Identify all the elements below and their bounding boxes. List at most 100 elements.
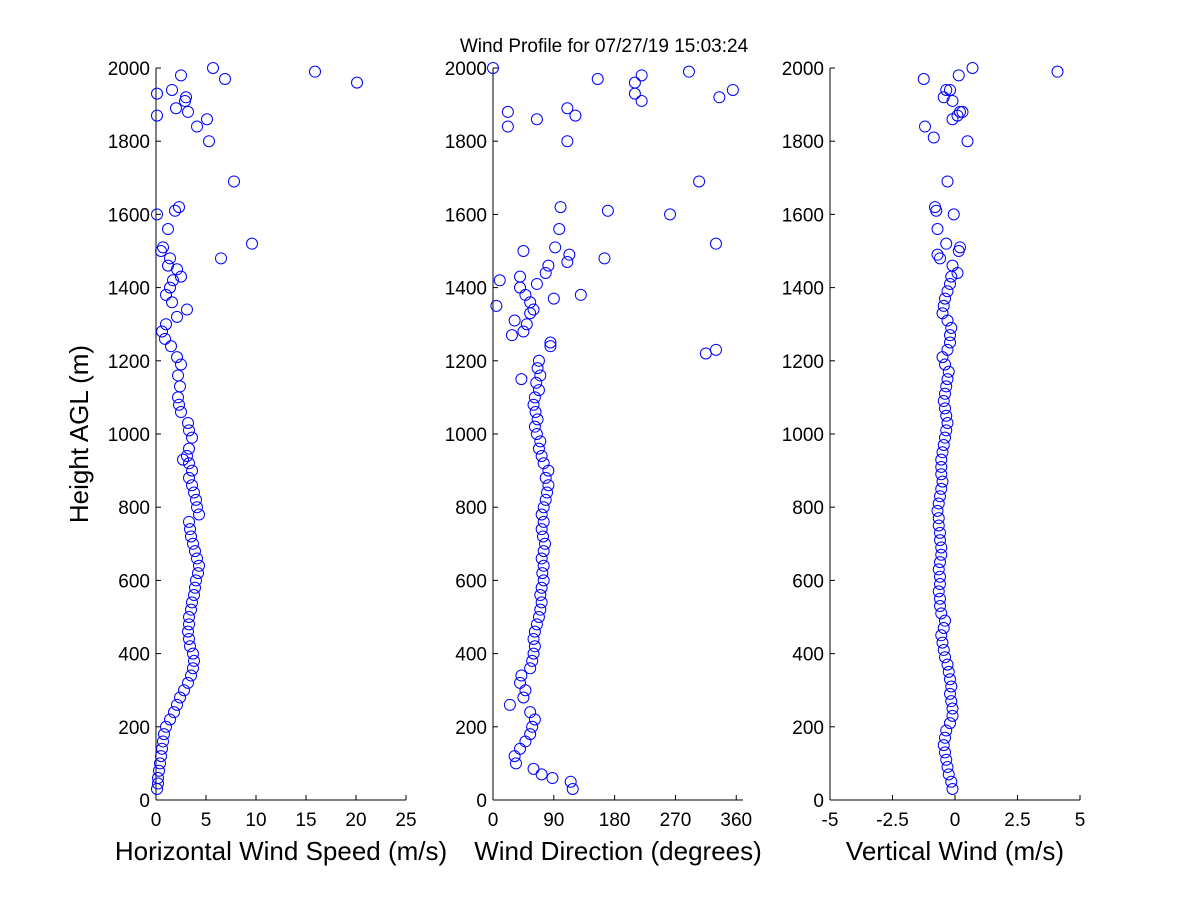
data-point [946, 709, 959, 722]
data-point [932, 497, 945, 510]
data-point [537, 515, 550, 528]
data-point [961, 135, 974, 148]
data-point [936, 636, 949, 649]
data-point [508, 314, 521, 327]
data-point [219, 72, 231, 85]
data-point [182, 417, 194, 430]
data-point [601, 204, 614, 217]
data-point [939, 731, 951, 744]
data-point [179, 94, 191, 107]
data-point [530, 376, 543, 389]
data-point [535, 449, 548, 462]
data-point [937, 621, 950, 634]
x-tick-label: 0 [151, 810, 162, 831]
data-point [174, 691, 186, 704]
data-point [935, 460, 948, 473]
data-point [246, 237, 258, 250]
data-point [709, 343, 722, 356]
data-point [919, 120, 931, 133]
data-point [598, 252, 611, 265]
data-point [151, 109, 163, 122]
data-point [940, 237, 953, 250]
data-point [946, 783, 959, 796]
data-point [532, 611, 545, 623]
data-point [563, 248, 576, 261]
data-point [526, 654, 539, 667]
y-tick-label: 800 [118, 498, 150, 519]
data-point [172, 391, 184, 404]
data-point [531, 362, 544, 375]
data-point [937, 438, 950, 451]
data-point [934, 556, 946, 569]
data-point [931, 504, 944, 517]
data-point [174, 380, 186, 393]
y-tick-label: 2000 [782, 59, 824, 80]
data-point [947, 208, 960, 221]
data-point [182, 625, 194, 638]
data-point [539, 266, 552, 279]
data-point [945, 680, 958, 693]
data-point [490, 299, 503, 312]
data-point [537, 501, 550, 514]
data-point [1051, 65, 1064, 78]
data-point [931, 248, 944, 261]
data-point [514, 281, 527, 294]
data-point [941, 175, 954, 188]
data-point [628, 76, 641, 89]
data-point [183, 471, 195, 484]
y-tick-label: 800 [455, 498, 487, 519]
y-tick-label: 200 [118, 718, 150, 739]
data-point [941, 658, 954, 671]
data-point [941, 417, 954, 430]
data-point [160, 288, 172, 301]
data-point [160, 318, 172, 331]
data-point [153, 764, 165, 777]
x-tick-label: -2.5 [876, 810, 909, 831]
chart-panel-3: -5 -2.5 0 2.5 5 0 200 400 600 800 1000 1200 1400 1600… [782, 59, 1086, 866]
data-point [544, 340, 557, 353]
x-tick-label: 0 [950, 810, 961, 831]
x-axis-title: Horizontal Wind Speed (m/s) [115, 836, 447, 866]
data-point [542, 479, 555, 492]
data-point [936, 307, 949, 320]
data-point [535, 523, 548, 536]
data-point [151, 87, 163, 100]
data-point [566, 783, 579, 796]
y-tick-label: 1000 [782, 425, 824, 446]
data-point [934, 534, 946, 547]
data-point [228, 175, 240, 188]
data-point [529, 406, 542, 419]
data-point [934, 600, 946, 613]
data-point [934, 490, 946, 503]
data-point [952, 69, 965, 82]
data-point [561, 102, 574, 115]
data-point [944, 329, 956, 342]
data-point [181, 449, 193, 462]
data-point [175, 270, 187, 283]
data-point [935, 453, 948, 466]
data-point [951, 266, 964, 279]
data-point [935, 541, 948, 554]
data-point [173, 201, 185, 214]
data-point [932, 563, 945, 576]
data-point [693, 175, 706, 188]
data-point [544, 336, 557, 349]
data-point [514, 742, 527, 755]
data-point [159, 332, 171, 345]
data-point [515, 373, 528, 386]
data-point [939, 746, 951, 759]
y-tick-label: 1400 [782, 279, 824, 300]
data-point [151, 208, 163, 221]
data-point [167, 274, 179, 287]
data-point [162, 223, 174, 236]
data-point [535, 596, 548, 609]
data-point [188, 486, 200, 499]
data-point [182, 676, 194, 689]
data-point [941, 761, 954, 774]
data-point [185, 669, 197, 682]
data-point [515, 669, 528, 682]
data-point [190, 574, 202, 587]
data-point [944, 83, 956, 96]
data-point [941, 373, 954, 386]
x-tick-label: -5 [822, 810, 839, 831]
